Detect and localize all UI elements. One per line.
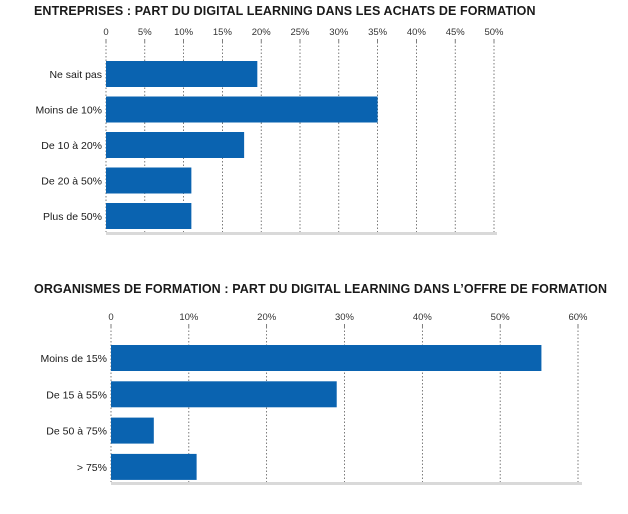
chart-1-tick-label: 15% (213, 27, 233, 38)
chart-2-category-label: > 75% (77, 462, 107, 474)
chart-1-tick-label: 35% (368, 27, 388, 38)
chart-1-bar (106, 96, 378, 123)
chart-1-category-label: Moins de 10% (35, 105, 102, 117)
chart-1-tick-label: 45% (446, 27, 466, 38)
chart-1-category-label: De 20 à 50% (41, 176, 102, 188)
chart-1-tick-label: 40% (407, 27, 427, 38)
chart-2-title: ORGANISMES DE FORMATION : PART DU DIGITA… (34, 282, 608, 296)
chart-2-tick-label: 50% (491, 312, 511, 323)
chart-1-tick-label: 5% (138, 27, 152, 38)
chart-2-category-label: Moins de 15% (40, 353, 107, 365)
chart-2-bar (111, 381, 337, 408)
chart-1-tick-label: 10% (174, 27, 194, 38)
chart-1-title: ENTREPRISES : PART DU DIGITAL LEARNING D… (34, 4, 536, 18)
chart-2-category-label: De 15 à 55% (46, 389, 107, 401)
chart-1-bar (106, 167, 192, 194)
chart-1-tick-label: 25% (290, 27, 310, 38)
chart-2-bar (111, 417, 154, 444)
chart-2-tick-label: 60% (568, 312, 588, 323)
chart-1-tick-label: 0 (103, 27, 108, 38)
chart-2-tick-label: 10% (179, 312, 199, 323)
chart-1-x-axis (106, 232, 497, 235)
chart-2-bar (111, 453, 197, 480)
chart-1-tick-label: 50% (484, 27, 504, 38)
chart-1-category-label: Plus de 50% (43, 211, 102, 223)
chart-2-x-axis (111, 482, 582, 485)
chart-1-tick-label: 20% (252, 27, 272, 38)
chart-1-bar (106, 61, 258, 87)
chart-1-tick-label: 30% (329, 27, 349, 38)
chart-2-tick-label: 30% (335, 312, 355, 323)
chart-2-bar (111, 345, 542, 371)
chart-2-tick-label: 0 (108, 312, 113, 323)
chart-2-tick-label: 40% (413, 312, 433, 323)
chart-1-bar (106, 132, 245, 158)
chart-2-category-label: De 50 à 75% (46, 426, 107, 438)
chart-1-bar (106, 203, 192, 229)
chart-1-category-label: De 10 à 20% (41, 140, 102, 152)
chart-2-tick-label: 20% (257, 312, 277, 323)
chart-1-category-label: Ne sait pas (49, 69, 102, 81)
